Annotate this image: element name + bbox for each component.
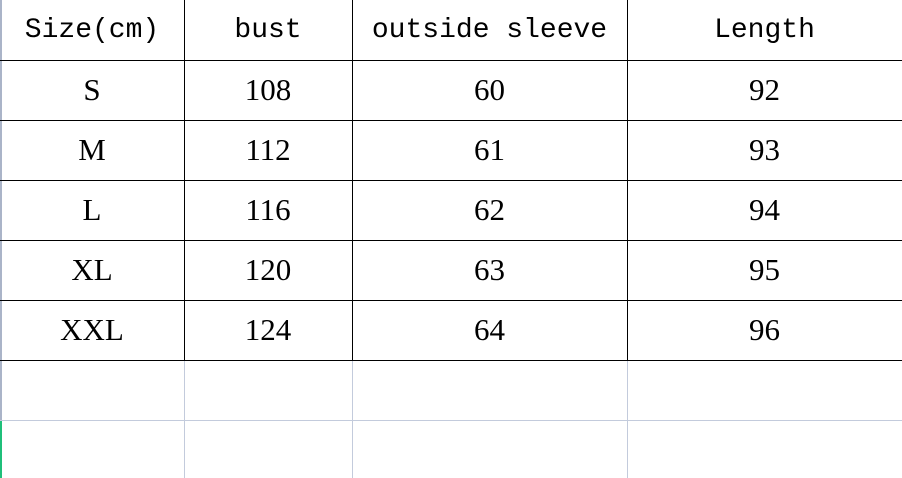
table-cell[interactable]: M — [78, 132, 106, 167]
table-cell[interactable]: 92 — [749, 72, 780, 107]
gridline — [184, 361, 185, 478]
table-cell[interactable]: 95 — [749, 252, 780, 287]
table-cell[interactable]: L — [82, 192, 102, 227]
column-border — [352, 0, 353, 360]
column-border — [184, 0, 185, 360]
table-cell[interactable]: S — [83, 72, 101, 107]
header-cell[interactable]: outside sleeve — [371, 14, 608, 46]
gridline — [352, 361, 353, 478]
table-cell[interactable]: 93 — [749, 132, 780, 167]
row-border — [0, 60, 902, 61]
row-border — [0, 300, 902, 301]
header-cell[interactable]: bust — [234, 14, 302, 46]
row-border — [0, 240, 902, 241]
table-cell[interactable]: 62 — [474, 192, 505, 227]
table-cell[interactable]: 63 — [474, 252, 505, 287]
row-border — [0, 360, 902, 361]
table-cell[interactable]: 60 — [474, 72, 505, 107]
table-cell[interactable]: XXL — [60, 312, 124, 347]
table-cell[interactable]: 120 — [244, 252, 292, 287]
table-cell[interactable]: 124 — [244, 312, 292, 347]
header-cell[interactable]: Length — [714, 14, 815, 46]
gridline — [627, 361, 628, 478]
header-cell[interactable]: Size(cm) — [24, 14, 160, 46]
table-cell[interactable]: XL — [71, 252, 113, 287]
gridline — [0, 420, 902, 421]
table-cell[interactable]: 96 — [749, 312, 780, 347]
table-cell[interactable]: 61 — [474, 132, 505, 167]
table-cell[interactable]: 94 — [749, 192, 780, 227]
table-cell[interactable]: 64 — [474, 312, 505, 347]
column-border — [627, 0, 628, 360]
selection-edge — [0, 420, 2, 478]
row-border — [0, 180, 902, 181]
table-cell[interactable]: 116 — [245, 192, 291, 227]
row-border — [0, 120, 902, 121]
table-cell[interactable]: 112 — [245, 132, 291, 167]
table-cell[interactable]: 108 — [244, 72, 292, 107]
sheet-left-edge — [0, 0, 2, 420]
